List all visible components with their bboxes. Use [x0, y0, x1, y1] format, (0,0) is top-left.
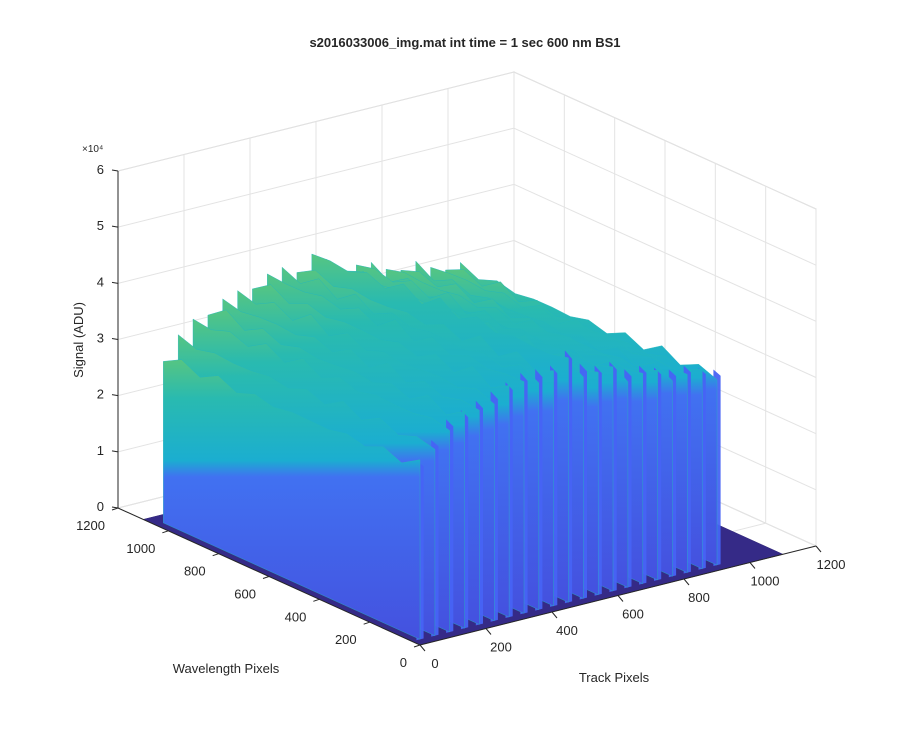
x-axis-label: Track Pixels	[579, 670, 650, 685]
x-tick-label: 1200	[817, 557, 846, 572]
z-tick-label: 2	[97, 387, 104, 402]
y-tick	[262, 576, 270, 579]
x-tick-label: 600	[622, 607, 644, 622]
fiber-peak	[163, 359, 421, 640]
z-tick-label: 0	[97, 499, 104, 514]
gridline	[117, 127, 515, 228]
y-tick	[363, 621, 370, 625]
z-tick	[111, 506, 119, 509]
z-tick	[111, 169, 119, 172]
y-tick	[212, 553, 219, 557]
x-tick-label: 1000	[751, 574, 780, 589]
gridline	[513, 127, 817, 266]
gridline	[513, 71, 817, 210]
y-tick	[413, 644, 421, 648]
y-tick	[162, 530, 169, 534]
z-tick	[111, 450, 119, 453]
z-tick	[111, 394, 119, 397]
z-tick-label: 4	[97, 274, 104, 289]
x-tick	[815, 545, 822, 553]
z-tick-label: 1	[97, 443, 104, 458]
x-tick-label: 0	[431, 656, 438, 671]
y-tick	[313, 598, 320, 602]
x-tick	[683, 578, 690, 586]
z-tick-label: 3	[97, 331, 104, 346]
gridline	[117, 183, 515, 284]
y-tick-label: 200	[335, 632, 357, 647]
z-tick	[111, 225, 119, 228]
y-tick-label: 800	[184, 564, 206, 579]
z-axis-label: Signal (ADU)	[71, 302, 86, 378]
x-tick-label: 400	[556, 623, 578, 638]
z-exponent-label: ×10⁴	[82, 144, 103, 155]
z-tick	[111, 338, 119, 340]
x-tick	[551, 611, 558, 619]
chart-title: s2016033006_img.mat int time = 1 sec 600…	[309, 35, 620, 50]
x-tick	[749, 562, 756, 569]
y-tick-label: 400	[285, 609, 307, 624]
y-tick-label: 0	[400, 655, 407, 670]
gridline	[513, 183, 817, 322]
x-tick-label: 800	[688, 590, 710, 605]
z-tick	[111, 281, 119, 284]
x-tick-label: 200	[490, 640, 512, 655]
y-tick-label: 600	[234, 587, 256, 602]
x-tick	[617, 595, 624, 602]
x-tick	[485, 628, 492, 635]
z-tick-label: 5	[97, 218, 104, 233]
y-tick-label: 1000	[126, 541, 155, 556]
y-tick-label: 1200	[76, 518, 105, 533]
gridline	[513, 240, 817, 378]
gridline	[117, 71, 515, 172]
y-axis-label: Wavelength Pixels	[173, 661, 280, 676]
x-tick	[419, 644, 426, 652]
z-tick-label: 6	[97, 162, 104, 177]
